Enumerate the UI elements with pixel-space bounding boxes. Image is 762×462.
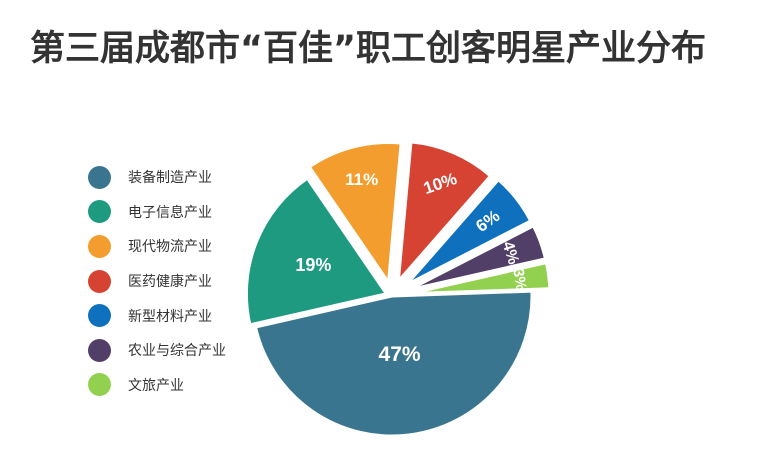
pie-slice — [407, 224, 547, 292]
chart-legend: 装备制造产业 电子信息产业 现代物流产业 医药健康产业 新型材料产业 农业与综合… — [88, 160, 226, 402]
chart-title: 第三届成都市“百佳”职工创客明星产业分布 — [30, 29, 707, 69]
pie-slice — [244, 176, 388, 327]
legend-label: 现代物流产业 — [128, 239, 212, 256]
slice-percent-label: 11% — [345, 170, 378, 189]
pie-slice — [408, 261, 552, 296]
legend-swatch — [88, 165, 111, 189]
legend-label: 装备制造产业 — [128, 170, 212, 187]
legend-swatch — [88, 304, 111, 328]
legend-label: 农业与综合产业 — [128, 343, 226, 360]
slice-percent-label: 47% — [379, 343, 421, 366]
legend-swatch — [88, 373, 111, 397]
pie-slice — [396, 140, 493, 283]
legend-label: 电子信息产业 — [128, 204, 212, 221]
pie-slice — [404, 178, 533, 287]
legend-item-electronics: 电子信息产业 — [88, 195, 226, 230]
legend-item-materials: 新型材料产业 — [88, 298, 226, 333]
legend-item-tourism: 文旅产业 — [88, 368, 226, 403]
slice-percent-label: 19% — [295, 255, 331, 275]
legend-item-agriculture: 农业与综合产业 — [88, 333, 226, 368]
legend-label: 医药健康产业 — [128, 274, 212, 291]
legend-swatch — [88, 200, 111, 224]
legend-label: 新型材料产业 — [128, 308, 212, 325]
legend-swatch — [88, 338, 111, 362]
legend-swatch — [88, 269, 111, 293]
pie-slice — [253, 289, 534, 438]
legend-swatch — [88, 234, 111, 258]
slice-percent-label: 4% — [499, 239, 522, 266]
legend-item-logistics: 现代物流产业 — [88, 229, 226, 264]
pie-slice — [307, 140, 403, 284]
legend-label: 文旅产业 — [128, 377, 184, 394]
legend-item-medicine: 医药健康产业 — [88, 264, 226, 299]
legend-item-equipment: 装备制造产业 — [88, 160, 226, 195]
slice-percent-label: 3% — [509, 267, 530, 291]
